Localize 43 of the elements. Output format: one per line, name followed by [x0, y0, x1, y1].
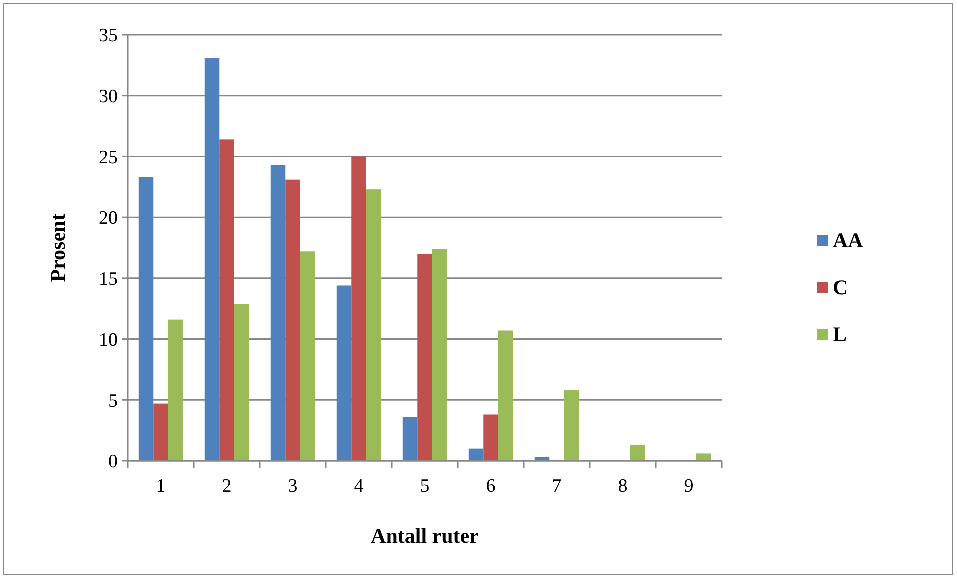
y-tick-label: 30 [99, 86, 118, 108]
y-tick-label: 35 [99, 26, 118, 47]
bar [286, 180, 300, 461]
bar [696, 454, 712, 461]
bar [204, 58, 220, 461]
x-tick-label: 3 [288, 476, 298, 497]
bar [366, 190, 382, 461]
y-tick-label: 15 [99, 269, 118, 290]
y-tick-label: 0 [108, 452, 118, 473]
bar [336, 286, 352, 461]
y-tick-label: 10 [99, 330, 118, 351]
x-tick-label: 1 [156, 476, 166, 497]
legend-label: C [833, 275, 848, 300]
bar [234, 304, 250, 461]
bar [564, 390, 580, 461]
bar [154, 404, 168, 461]
bar [300, 252, 316, 461]
bar [138, 177, 154, 461]
x-tick-label: 9 [684, 476, 694, 497]
legend-label: AA [833, 228, 864, 252]
x-tick-label: 8 [618, 476, 628, 497]
bar [402, 417, 418, 461]
y-tick-label: 25 [99, 147, 118, 168]
bar [168, 320, 184, 461]
bar [220, 140, 234, 461]
x-axis-title: Antall ruter [371, 524, 479, 548]
y-tick-label: 5 [108, 390, 118, 412]
y-axis-title: Prosent [46, 214, 70, 282]
bar [630, 445, 646, 461]
bar [468, 448, 484, 461]
x-tick-label: 7 [552, 476, 562, 497]
bar [270, 165, 286, 461]
x-tick-label: 5 [420, 476, 430, 497]
x-tick-label: 6 [486, 476, 496, 497]
x-tick-label: 2 [222, 476, 232, 497]
x-tick-label: 4 [354, 476, 364, 497]
bar [484, 414, 498, 461]
bar [432, 249, 448, 461]
legend-label: L [833, 322, 848, 346]
bar [352, 156, 366, 461]
bar [498, 330, 514, 461]
bar [418, 254, 432, 461]
y-tick-label: 20 [99, 208, 118, 230]
